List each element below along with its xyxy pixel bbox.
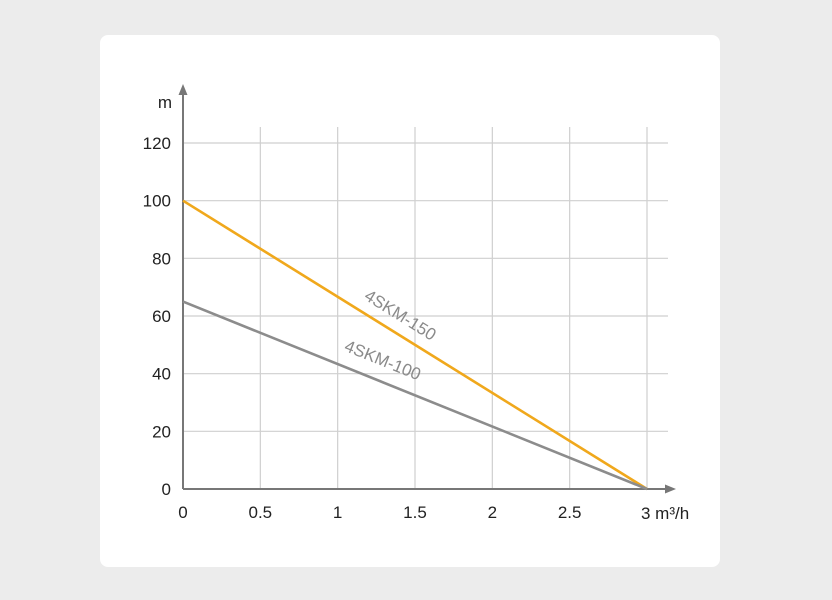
x-axis-label: 3 m³/h bbox=[641, 504, 689, 523]
y-axis-label: m bbox=[158, 93, 172, 112]
x-tick-label: 1.5 bbox=[403, 503, 427, 522]
tick-labels: 0 0.5 1 1.5 2 2.5 0 20 40 60 80 100 120 bbox=[143, 134, 582, 522]
y-tick-label: 120 bbox=[143, 134, 171, 153]
x-tick-label: 2 bbox=[488, 503, 497, 522]
x-tick-label: 0.5 bbox=[249, 503, 273, 522]
axes bbox=[178, 84, 676, 494]
series-line-1 bbox=[182, 300, 648, 491]
x-tick-label: 1 bbox=[333, 503, 342, 522]
y-tick-label: 100 bbox=[143, 192, 171, 211]
x-tick-label: 0 bbox=[178, 503, 187, 522]
y-tick-label: 40 bbox=[152, 365, 171, 384]
x-tick-label: 2.5 bbox=[558, 503, 582, 522]
series-line-0 bbox=[182, 199, 648, 491]
y-axis-arrow-icon bbox=[178, 84, 188, 95]
grid bbox=[183, 127, 668, 489]
y-tick-label: 60 bbox=[152, 307, 171, 326]
y-tick-label: 0 bbox=[162, 480, 171, 499]
x-axis-arrow-icon bbox=[665, 484, 676, 494]
series-lines bbox=[182, 199, 648, 491]
y-tick-label: 80 bbox=[152, 249, 171, 268]
y-tick-label: 20 bbox=[152, 422, 171, 441]
chart-card bbox=[100, 35, 720, 567]
